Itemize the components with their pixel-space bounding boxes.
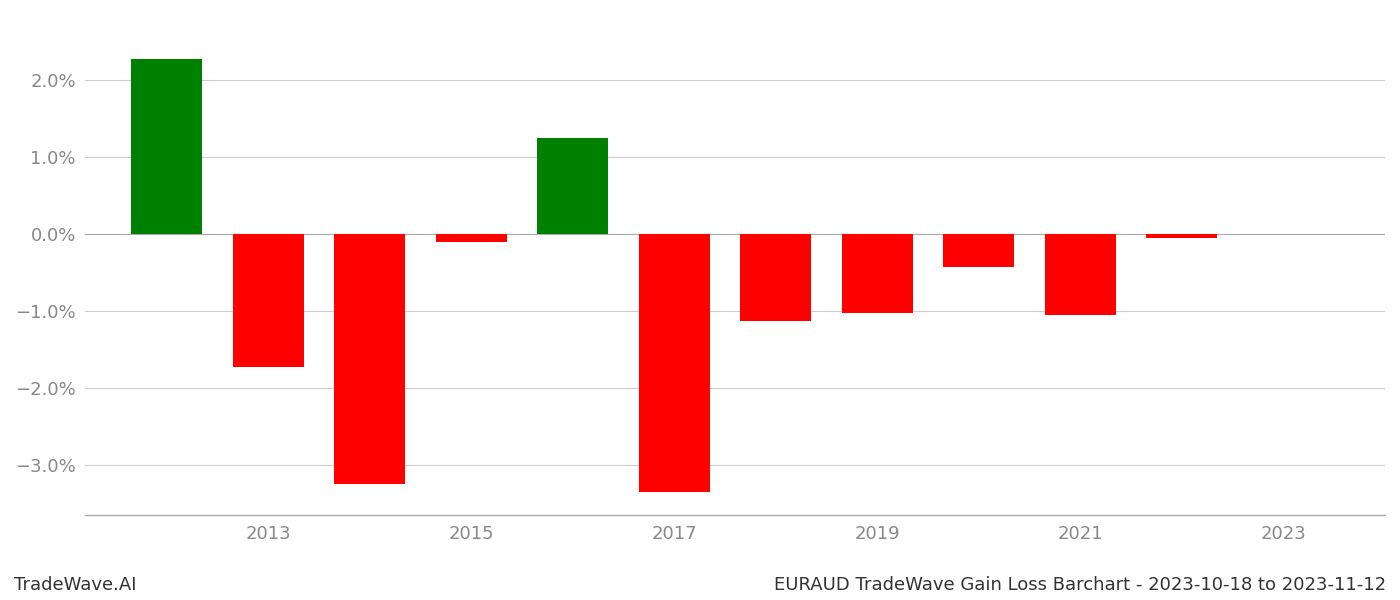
Bar [741,235,812,320]
Bar [435,235,507,242]
Bar [538,138,609,235]
Bar [232,235,304,367]
Text: TradeWave.AI: TradeWave.AI [14,576,137,594]
Bar [335,235,405,484]
Bar [944,235,1015,266]
Bar [132,59,202,235]
Bar [638,235,710,492]
Bar [841,235,913,313]
Text: EURAUD TradeWave Gain Loss Barchart - 2023-10-18 to 2023-11-12: EURAUD TradeWave Gain Loss Barchart - 20… [774,576,1386,594]
Bar [1147,235,1218,238]
Bar [1044,235,1116,315]
